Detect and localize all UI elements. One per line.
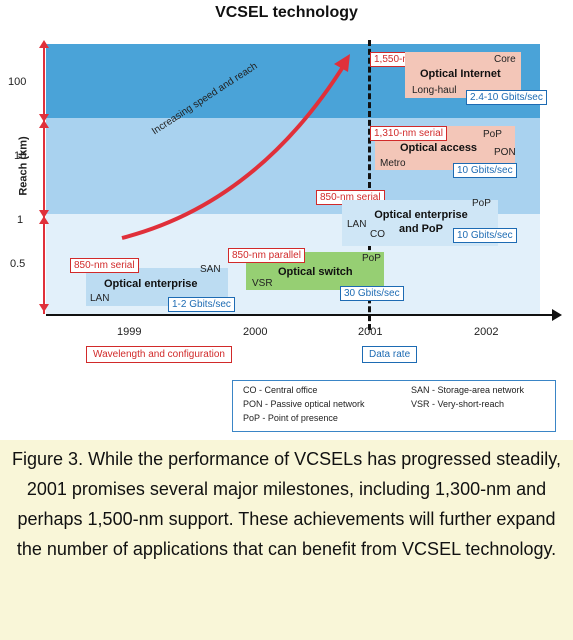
x-tick-2001: 2001	[358, 326, 383, 338]
y-arrow-down-1	[39, 114, 49, 122]
x-label-data-rate: Data rate	[362, 346, 418, 363]
y-arrow-down-3	[39, 304, 49, 312]
y-tick-100: 100	[8, 76, 27, 88]
y-tick-10: 10	[14, 150, 27, 162]
figure-caption: Figure 3. While the performance of VCSEL…	[12, 449, 561, 559]
label-long-haul: Long-haul	[412, 85, 457, 96]
optical-access-title: Optical access	[400, 142, 478, 154]
x-label-wavelength: Wavelength and configuration	[86, 346, 232, 363]
x-tick-2000: 2000	[243, 326, 268, 338]
label-pop-850: PoP	[472, 198, 491, 209]
x-axis-arrowhead	[552, 309, 562, 321]
label-lan-850: LAN	[347, 219, 367, 230]
rate-850-enterprise: 1-2 Gbits/sec	[168, 297, 235, 312]
label-lan-enterprise: LAN	[90, 293, 110, 304]
diagram-title: VCSEL technology	[215, 4, 358, 21]
enterprise-pop-title: Optical enterprise and PoP	[374, 209, 468, 235]
legend-co: CO - Central office	[243, 385, 318, 395]
y-arrow-up-3	[39, 216, 49, 224]
label-pop-1310: PoP	[483, 129, 502, 140]
optical-enterprise-title: Optical enterprise	[104, 278, 198, 290]
wavelength-850-enterprise: 850-nm serial	[70, 258, 139, 273]
legend-pon: PON - Passive optical network	[243, 399, 365, 409]
label-san: SAN	[200, 264, 221, 275]
optical-internet-title: Optical Internet	[420, 68, 501, 80]
label-vsr: VSR	[252, 278, 273, 289]
abbreviation-legend: CO - Central office PON - Passive optica…	[232, 380, 556, 432]
x-tick-1999: 1999	[117, 326, 142, 338]
y-axis-arrows	[39, 40, 49, 312]
increasing-speed-arrow	[121, 54, 350, 240]
y-tick-1: 1	[17, 214, 24, 226]
optical-switch-title: Optical switch	[278, 266, 353, 278]
y-arrow-up-1	[39, 40, 49, 48]
y-axis-label: Reach (km)	[17, 136, 30, 196]
legend-vsr: VSR - Very-short-reach	[411, 399, 505, 409]
x-axis-line	[46, 314, 556, 316]
label-pop-switch: PoP	[362, 253, 381, 264]
label-metro: Metro	[380, 158, 406, 169]
y-arrow-up-2	[39, 120, 49, 128]
wavelength-850-parallel-front: 850-nm parallel	[228, 248, 305, 263]
y-tick-0-5: 0.5	[10, 258, 26, 270]
legend-pop: PoP - Point of presence	[243, 413, 338, 423]
rate-1550: 2.4-10 Gbits/sec	[466, 90, 547, 105]
rate-1310: 10 Gbits/sec	[453, 163, 517, 178]
y-axis-line	[43, 42, 45, 314]
legend-san: SAN - Storage-area network	[411, 385, 525, 395]
label-pon: PON	[494, 147, 516, 158]
label-core: Core	[494, 54, 516, 65]
year-2001-divider	[368, 40, 371, 330]
y-arrow-down-2	[39, 210, 49, 218]
rate-850-parallel: 30 Gbits/sec	[340, 286, 404, 301]
wavelength-1310-front: 1,310-nm serial	[370, 126, 447, 141]
x-tick-2002: 2002	[474, 326, 499, 338]
figure-caption-panel: Figure 3. While the performance of VCSEL…	[0, 440, 573, 640]
rate-850-serial: 10 Gbits/sec	[453, 228, 517, 243]
label-co: CO	[370, 229, 385, 240]
